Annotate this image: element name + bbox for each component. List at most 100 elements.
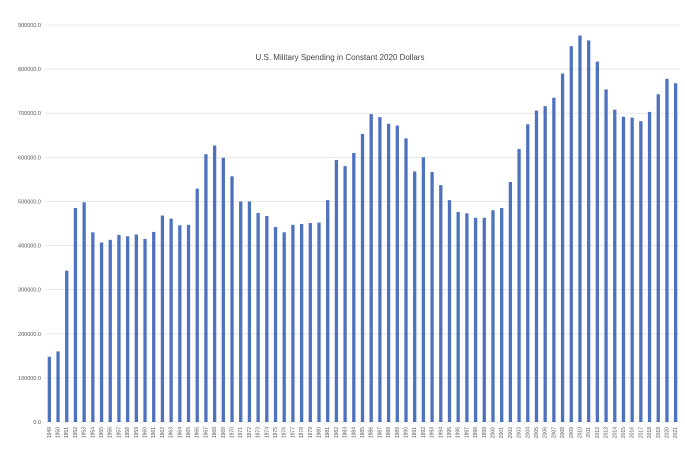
bar-1966 bbox=[195, 188, 199, 422]
bar-2019 bbox=[656, 94, 660, 422]
bar-1980 bbox=[317, 222, 321, 422]
bar-1965 bbox=[186, 224, 191, 422]
bar-2002 bbox=[508, 182, 513, 422]
x-tick-label: 1962 bbox=[160, 427, 166, 438]
x-tick-label: 1968 bbox=[212, 427, 218, 438]
bar-1963 bbox=[169, 218, 173, 422]
bar-1981 bbox=[326, 200, 330, 422]
y-tick-label: 900000.0 bbox=[18, 23, 41, 29]
x-tick-label: 1965 bbox=[186, 427, 192, 438]
x-tick-label: 2017 bbox=[638, 427, 644, 438]
bar-1964 bbox=[178, 225, 182, 422]
x-tick-label: 1998 bbox=[473, 427, 479, 438]
bar-2013 bbox=[604, 89, 608, 422]
x-tick-label: 1961 bbox=[151, 427, 157, 438]
x-tick-label: 1973 bbox=[256, 427, 262, 438]
bar-1951 bbox=[65, 270, 69, 422]
x-tick-label: 1996 bbox=[456, 427, 462, 438]
x-tick-label: 1969 bbox=[221, 427, 227, 438]
x-tick-label: 1984 bbox=[351, 427, 357, 438]
y-tick-label: 400000.0 bbox=[18, 244, 41, 250]
x-tick-label: 1975 bbox=[273, 427, 279, 438]
x-tick-label: 1993 bbox=[430, 427, 436, 438]
bar-1961 bbox=[152, 231, 156, 422]
y-tick-label: 500000.0 bbox=[18, 199, 41, 205]
x-tick-label: 1963 bbox=[169, 427, 175, 438]
bar-1983 bbox=[343, 166, 347, 422]
bar-1975 bbox=[273, 227, 278, 422]
x-tick-label: 2007 bbox=[551, 427, 557, 438]
y-tick-label: 200000.0 bbox=[18, 332, 41, 338]
x-tick-label: 2015 bbox=[621, 427, 627, 438]
x-tick-label: 1957 bbox=[116, 427, 122, 438]
x-tick-label: 1951 bbox=[64, 427, 70, 438]
x-tick-label: 1979 bbox=[308, 427, 314, 438]
bar-1984 bbox=[352, 152, 356, 422]
bar-1971 bbox=[239, 201, 243, 422]
bar-2009 bbox=[569, 46, 573, 422]
bar-1999 bbox=[482, 217, 486, 422]
x-tick-label: 1990 bbox=[403, 427, 409, 438]
bar-2014 bbox=[613, 109, 617, 423]
bar-1978 bbox=[299, 223, 304, 422]
bar-1974 bbox=[265, 216, 269, 422]
x-tick-label: 1954 bbox=[90, 427, 96, 438]
x-tick-label: 2016 bbox=[630, 427, 636, 438]
bar-2004 bbox=[526, 124, 530, 422]
bar-1988 bbox=[386, 123, 391, 422]
x-tick-label: 1978 bbox=[299, 427, 305, 438]
bar-2015 bbox=[621, 116, 626, 423]
y-tick-label: 100000.0 bbox=[18, 376, 41, 382]
x-tick-label: 2003 bbox=[517, 427, 523, 438]
x-tick-label: 1997 bbox=[464, 427, 470, 438]
x-tick-label: 1953 bbox=[82, 427, 88, 438]
bar-1972 bbox=[247, 201, 252, 422]
bar-1979 bbox=[308, 223, 312, 422]
bar-2017 bbox=[639, 121, 643, 422]
x-tick-label: 2013 bbox=[604, 427, 610, 438]
bar-2005 bbox=[534, 110, 539, 422]
bar-1959 bbox=[134, 234, 138, 422]
bar-1998 bbox=[473, 217, 478, 422]
bar-1950 bbox=[56, 351, 60, 422]
y-axis-tick-labels: 0.0 100000.0 200000.0 300000.0 400000.0 50000… bbox=[18, 23, 41, 426]
bar-1986 bbox=[369, 114, 373, 423]
bar-1955 bbox=[99, 242, 104, 422]
bar-2018 bbox=[647, 111, 652, 422]
x-tick-label: 2004 bbox=[525, 427, 531, 438]
x-tick-label: 1983 bbox=[343, 427, 349, 438]
bar-2011 bbox=[587, 40, 591, 422]
bar-2012 bbox=[595, 61, 600, 423]
bar-1962 bbox=[160, 215, 165, 422]
x-tick-label: 2009 bbox=[569, 427, 575, 438]
x-tick-label: 1976 bbox=[282, 427, 288, 438]
x-tick-label: 2000 bbox=[490, 427, 496, 438]
x-tick-label: 1955 bbox=[99, 427, 105, 438]
bar-1952 bbox=[73, 208, 78, 422]
bar-1953 bbox=[82, 202, 86, 422]
bar-1960 bbox=[143, 238, 147, 422]
y-tick-label: 300000.0 bbox=[18, 288, 41, 294]
bar-1995 bbox=[447, 200, 452, 422]
x-tick-label: 1974 bbox=[264, 427, 270, 438]
x-tick-label: 1964 bbox=[177, 427, 183, 438]
x-tick-label: 1967 bbox=[203, 427, 209, 438]
bar-2006 bbox=[543, 106, 547, 423]
x-tick-label: 2005 bbox=[534, 427, 540, 438]
x-tick-label: 1958 bbox=[125, 427, 131, 438]
x-tick-label: 1980 bbox=[317, 427, 323, 438]
x-tick-label: 1992 bbox=[421, 427, 427, 438]
x-tick-label: 2010 bbox=[577, 427, 583, 438]
bar-1954 bbox=[91, 232, 95, 422]
bar-1989 bbox=[395, 125, 399, 422]
bar-1992 bbox=[421, 157, 426, 423]
x-tick-label: 2012 bbox=[595, 427, 601, 438]
x-axis-tick-labels: 1949 1950 1951 1952 1953 1954 1955 1956 1957 1958… bbox=[47, 427, 679, 438]
bars bbox=[47, 35, 678, 423]
x-tick-label: 1982 bbox=[334, 427, 340, 438]
x-tick-label: 2002 bbox=[508, 427, 514, 438]
bar-1994 bbox=[439, 185, 443, 422]
bar-2010 bbox=[578, 35, 582, 422]
